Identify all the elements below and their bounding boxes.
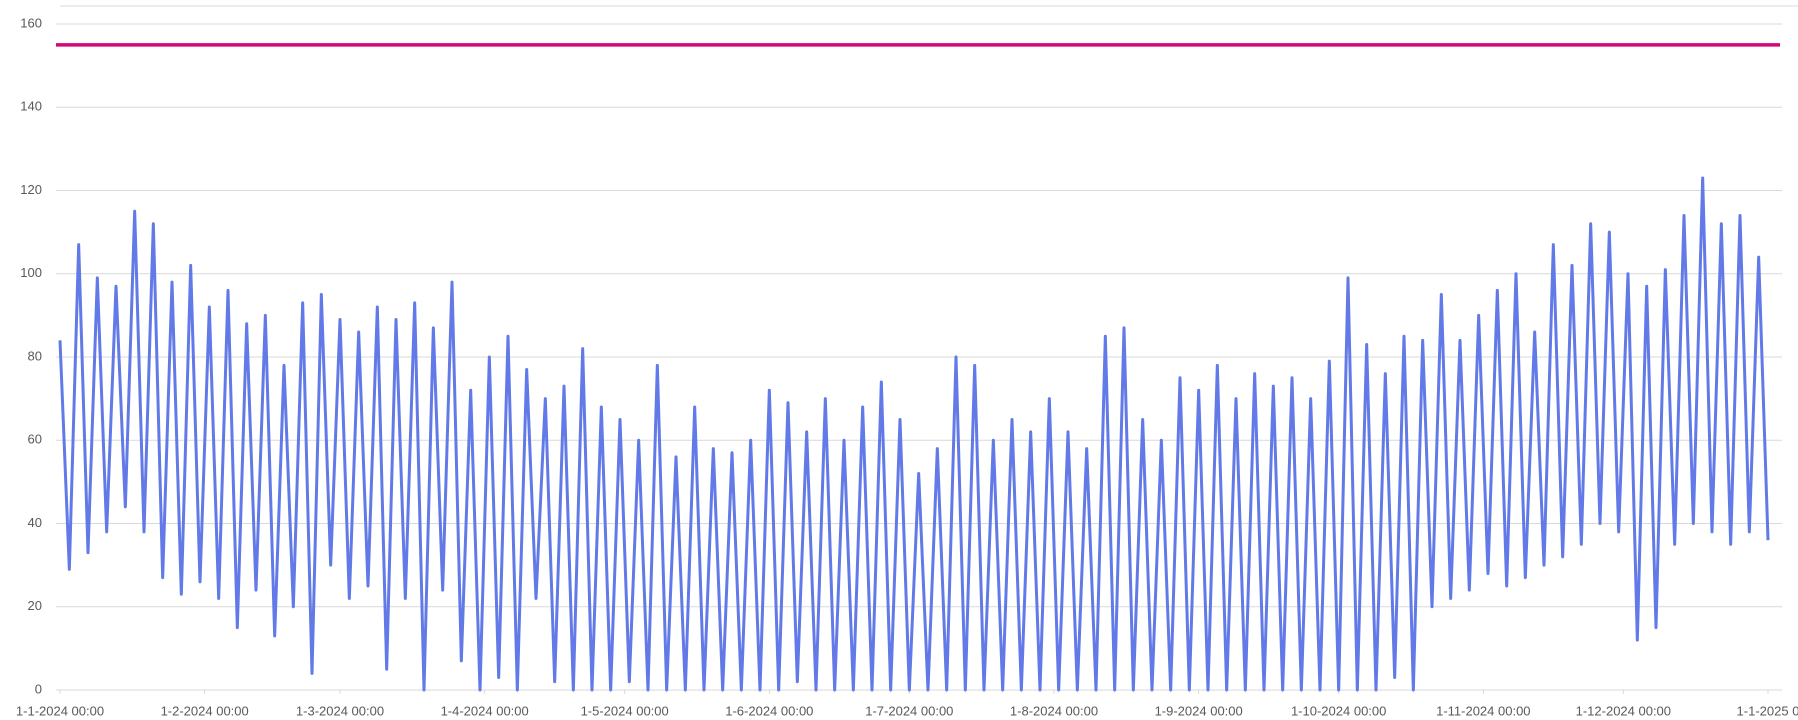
y-tick-label: 20 bbox=[28, 598, 42, 613]
y-tick-label: 0 bbox=[35, 681, 42, 696]
x-tick-label: 1-12-2024 00:00 bbox=[1576, 703, 1671, 718]
x-tick-label: 1-6-2024 00:00 bbox=[725, 703, 813, 718]
data-line bbox=[58, 176, 1770, 692]
y-tick-label: 100 bbox=[20, 265, 42, 280]
x-tick-label: 1-10-2024 00:00 bbox=[1291, 703, 1386, 718]
y-tick-label: 80 bbox=[28, 348, 42, 363]
y-tick-label: 60 bbox=[28, 432, 42, 447]
y-tick-label: 40 bbox=[28, 515, 42, 530]
x-tick-label: 1-5-2024 00:00 bbox=[581, 703, 669, 718]
x-tick-label: 1-8-2024 00:00 bbox=[1010, 703, 1098, 718]
x-tick-label: 1-1-2025 0 bbox=[1737, 703, 1798, 718]
x-tick-label: 1-7-2024 00:00 bbox=[865, 703, 953, 718]
x-tick-label: 1-11-2024 00:00 bbox=[1436, 703, 1530, 718]
x-tick-label: 1-4-2024 00:00 bbox=[441, 703, 529, 718]
y-tick-label: 120 bbox=[20, 182, 42, 197]
y-tick-label: 140 bbox=[20, 99, 42, 114]
y-tick-label: 160 bbox=[20, 15, 42, 30]
x-tick-label: 1-2-2024 00:00 bbox=[161, 703, 249, 718]
x-tick-label: 1-1-2024 00:00 bbox=[16, 703, 104, 718]
x-tick-label: 1-9-2024 00:00 bbox=[1155, 703, 1243, 718]
x-tick-label: 1-3-2024 00:00 bbox=[296, 703, 384, 718]
